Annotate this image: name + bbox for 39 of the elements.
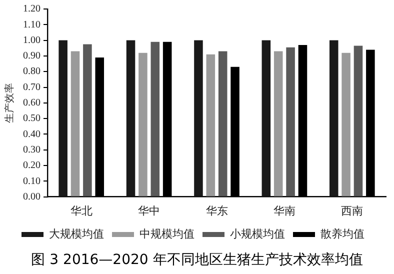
bar bbox=[286, 47, 295, 196]
legend-label: 小规模均值 bbox=[230, 227, 285, 240]
x-tick-label: 华东 bbox=[206, 204, 228, 218]
bar bbox=[218, 51, 228, 196]
y-tick-label: 0.40 bbox=[23, 128, 40, 140]
y-tick-label: 0.90 bbox=[23, 50, 40, 62]
y-tick-label: 0.00 bbox=[23, 191, 40, 202]
legend-label: 中规模均值 bbox=[140, 227, 194, 240]
text: 图 3 2016—2020 年不同地区生猪生产技术效率均值 bbox=[30, 251, 364, 269]
y-tick-label: 0.50 bbox=[23, 113, 40, 124]
bar bbox=[58, 40, 68, 196]
bar bbox=[194, 40, 203, 196]
y-tick-label: 0.10 bbox=[23, 176, 40, 187]
y-tick-label: 0.60 bbox=[23, 98, 40, 109]
legend-label: 大规模均值 bbox=[49, 227, 104, 240]
bar bbox=[274, 51, 283, 196]
bar bbox=[342, 52, 350, 196]
y-tick-label: 1.10 bbox=[23, 19, 40, 30]
y-tick-label: 0.70 bbox=[23, 82, 40, 93]
y-axis-title: 生产效率 bbox=[4, 82, 16, 123]
bar bbox=[70, 51, 80, 196]
bar bbox=[329, 40, 338, 196]
y-tick-label: 0.30 bbox=[23, 144, 40, 156]
x-tick-label: 西南 bbox=[341, 204, 364, 218]
x-tick-label: 华中 bbox=[138, 204, 160, 218]
bar bbox=[262, 40, 271, 196]
bar bbox=[150, 42, 160, 196]
y-tick-label: 1.20 bbox=[23, 4, 40, 15]
bar bbox=[126, 40, 136, 196]
y-tick-label: 0.20 bbox=[23, 160, 40, 172]
y-tick-label: 1.00 bbox=[23, 34, 40, 46]
bar bbox=[83, 44, 92, 196]
legend-label: 散养均值 bbox=[320, 227, 364, 240]
y-tick-label: 0.80 bbox=[23, 66, 40, 78]
x-tick-label: 华南 bbox=[273, 204, 296, 218]
x-tick-label: 华北 bbox=[70, 204, 92, 218]
bar bbox=[138, 52, 148, 196]
bar bbox=[354, 46, 363, 196]
bar bbox=[206, 54, 216, 196]
